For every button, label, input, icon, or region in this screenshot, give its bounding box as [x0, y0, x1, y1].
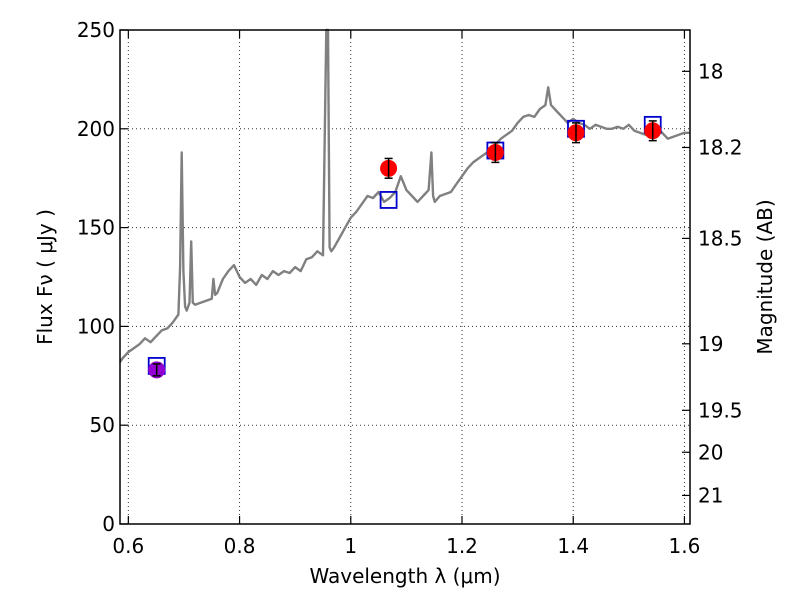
right-tick-label: 19 [698, 332, 723, 356]
right-tick-label: 19.5 [698, 398, 743, 422]
x-tick-label: 1 [344, 534, 357, 558]
x-tick-label: 0.6 [112, 534, 144, 558]
y-tick-label: 100 [77, 314, 115, 338]
right-tick-label: 18.5 [698, 226, 743, 250]
spectrum-line [119, 28, 690, 363]
x-tick-label: 1.6 [669, 534, 701, 558]
right-tick-label: 20 [698, 440, 723, 464]
y-tick-label: 200 [77, 117, 115, 141]
spectrum-layer [119, 28, 690, 363]
plot-frame [119, 29, 691, 525]
right-tick-label: 21 [698, 483, 723, 507]
y-axis-label: Flux Fν ( μJy ) [33, 209, 57, 345]
right-tick-label: 18 [698, 59, 723, 83]
y-tick-label: 150 [77, 216, 115, 240]
y-tick-label: 0 [102, 512, 115, 536]
grid-layer [120, 29, 690, 525]
x-tick-label: 1.2 [446, 534, 478, 558]
y-tick-label: 50 [90, 413, 115, 437]
ticks-layer: 0.6 0.8 1 1.2 1.4 1.6 0 50 100 150 200 250 18 18.2 18.… [77, 18, 743, 558]
y-axis-right-label: Magnitude (AB) [753, 199, 777, 354]
x-axis-label: Wavelength λ (μm) [309, 564, 500, 588]
points-layer [147, 115, 662, 379]
right-tick-label: 18.2 [698, 135, 743, 159]
x-tick-label: 0.8 [224, 534, 256, 558]
x-tick-label: 1.4 [557, 534, 589, 558]
y-tick-label: 250 [77, 18, 115, 42]
model-square [379, 191, 398, 209]
